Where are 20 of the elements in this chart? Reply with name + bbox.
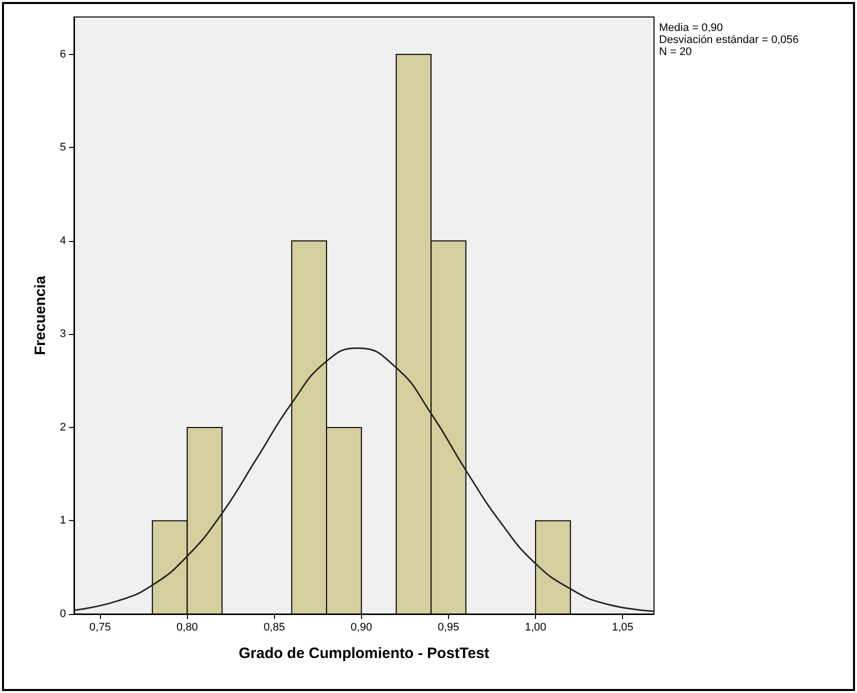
- text: Media = 0,90: [659, 22, 723, 34]
- x-tick-label: 0,80: [176, 622, 198, 634]
- x-tick-label: 1,05: [612, 622, 634, 634]
- x-tick-label: 0,85: [264, 622, 286, 634]
- y-tick-label: 6: [60, 48, 66, 60]
- x-tick-label: 0,95: [438, 622, 460, 634]
- y-tick-label: 0: [60, 608, 66, 620]
- line-series: [73, 347, 655, 612]
- y-tick-label: 1: [60, 514, 66, 527]
- y-axis-title: Frecuencia: [32, 275, 49, 356]
- text: Desviación estándar = 0,056: [659, 34, 799, 46]
- x-tick-label: 1,00: [524, 622, 546, 634]
- y-tick-label: 3: [60, 328, 66, 340]
- x-tick-label: 0,90: [350, 622, 372, 634]
- y-tick-label: 5: [60, 142, 66, 154]
- text: N = 20: [659, 46, 692, 58]
- x-axis-title: Grado de Cumplomiento - PostTest: [238, 645, 490, 662]
- y-tick-label: 2: [60, 421, 66, 434]
- y-tick-label: 4: [60, 234, 66, 247]
- x-tick-label: 0,75: [89, 622, 111, 634]
